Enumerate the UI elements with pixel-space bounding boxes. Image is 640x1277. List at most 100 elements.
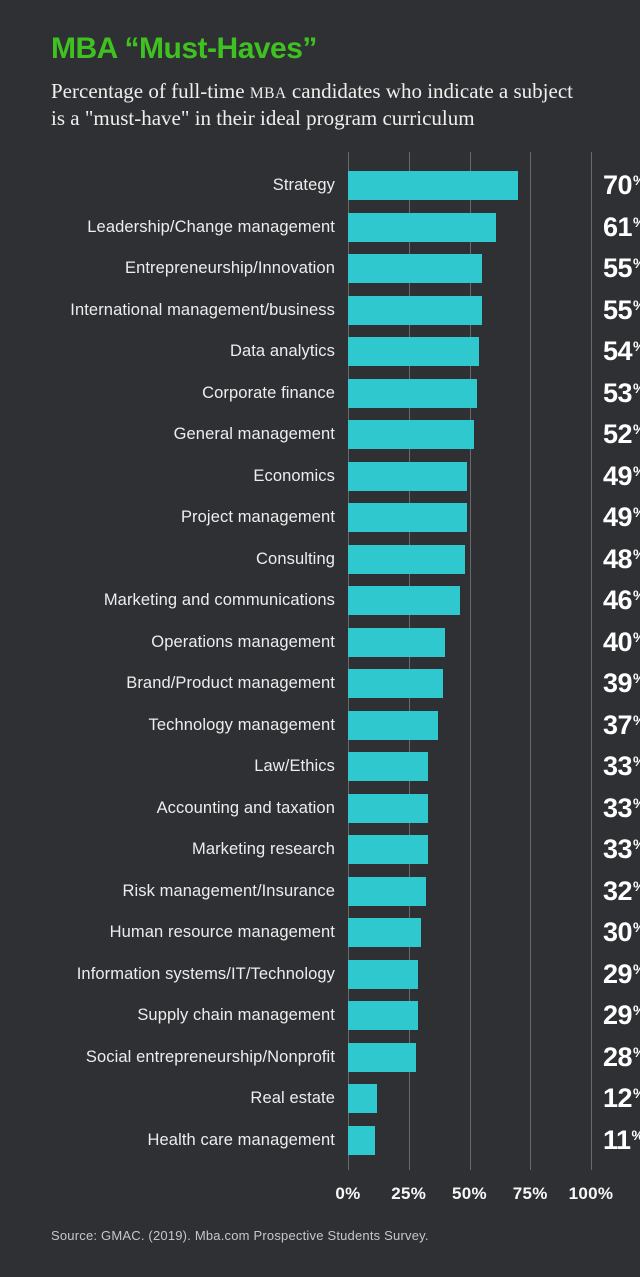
value-label: 54 % <box>603 337 640 366</box>
gridline <box>530 152 532 1170</box>
percent-sign: % <box>633 713 640 727</box>
value-label: 70 % <box>603 171 640 200</box>
bar-track <box>348 420 591 450</box>
bar <box>348 503 468 533</box>
percent-sign: % <box>633 505 640 519</box>
value-label: 37 % <box>603 710 640 740</box>
value-number: 54 <box>603 336 633 367</box>
bar-row: Accounting and taxation 33 % <box>0 788 640 830</box>
value-label: 33 % <box>603 835 640 864</box>
percent-sign: % <box>633 422 640 436</box>
bar-track <box>348 544 591 574</box>
category-label: Strategy <box>272 176 335 195</box>
bar-track <box>348 1042 591 1072</box>
value-number: 46 <box>603 585 633 616</box>
bar-track <box>348 669 591 699</box>
percent-sign: % <box>633 630 640 644</box>
bar-rows: Strategy 70 % Leadership/Change manageme… <box>0 165 640 1161</box>
bar-row: Social entrepreneurship/Nonprofit 28 % <box>0 1037 640 1079</box>
value-number: 49 <box>603 460 633 491</box>
category-label: Data analytics <box>229 342 335 361</box>
bar-row: Law/Ethics 33 % <box>0 746 640 788</box>
chart-subtitle: Percentage of full-time MBA candidates w… <box>51 79 611 130</box>
value-label: 52 % <box>603 420 640 449</box>
source-citation: Source: GMAC. (2019). Mba.com Prospectiv… <box>51 1228 429 1243</box>
value-label: 33 % <box>603 792 640 823</box>
value-label: 33 % <box>603 752 640 781</box>
bar-track <box>348 461 591 491</box>
value-number: 11 <box>603 1124 631 1155</box>
gridline <box>469 152 471 1170</box>
category-label: Marketing and communications <box>103 591 335 610</box>
bar-row: Brand/Product management 39 % <box>0 663 640 705</box>
category-label: General management <box>173 425 335 444</box>
bar <box>348 876 426 906</box>
value-label: 28 % <box>603 1041 640 1072</box>
category-label: International management/business <box>70 300 335 319</box>
bar-row: General management 52 % <box>0 414 640 456</box>
bar <box>348 1001 419 1031</box>
percent-sign: % <box>633 754 640 768</box>
bar <box>348 461 468 491</box>
subtitle-text: is a "must-have" in their ideal program … <box>51 106 475 130</box>
bar-row: Consulting 48 % <box>0 539 640 581</box>
category-label: Risk management/Insurance <box>122 881 335 900</box>
category-label: Economics <box>253 466 335 485</box>
bar-track <box>348 793 591 823</box>
percent-sign: % <box>632 1128 640 1142</box>
bar-row: Health care management 11 % <box>0 1120 640 1162</box>
value-label: 46 % <box>603 586 640 615</box>
bar-row: Marketing and communications 46 % <box>0 580 640 622</box>
value-number: 48 <box>603 543 633 574</box>
subtitle-text: Percentage of full-time <box>51 79 250 103</box>
bar-row: Leadership/Change management 61 % <box>0 207 640 249</box>
value-number: 55 <box>603 253 633 284</box>
bar-row: Data analytics 54 % <box>0 331 640 373</box>
percent-sign: % <box>633 215 640 229</box>
percent-sign: % <box>633 1045 640 1059</box>
subtitle-text: candidates who indicate a subject <box>286 79 573 103</box>
value-number: 28 <box>603 1041 633 1072</box>
bar <box>348 1042 417 1072</box>
bar <box>348 254 482 284</box>
value-label: 11 % <box>603 1124 640 1155</box>
category-label: Law/Ethics <box>254 757 335 776</box>
percent-sign: % <box>633 547 640 561</box>
percent-sign: % <box>633 339 640 353</box>
bar <box>348 544 465 574</box>
category-label: Project management <box>180 508 335 527</box>
value-number: 40 <box>603 626 633 657</box>
x-axis-tick-label: 25% <box>391 1184 427 1203</box>
category-label: Human resource management <box>109 923 335 942</box>
category-label: Leadership/Change management <box>87 217 335 236</box>
value-number: 30 <box>603 917 633 948</box>
bar-track <box>348 212 591 242</box>
bar-track <box>348 171 591 201</box>
bar-track <box>348 1125 591 1155</box>
bar <box>348 420 475 450</box>
percent-sign: % <box>633 962 640 976</box>
bar <box>348 1084 378 1114</box>
percent-sign: % <box>633 920 640 934</box>
category-label: Technology management <box>148 715 335 734</box>
percent-sign: % <box>633 1086 640 1100</box>
percent-sign: % <box>633 588 640 602</box>
value-number: 32 <box>603 875 633 906</box>
value-label: 30 % <box>603 918 640 947</box>
value-number: 33 <box>603 792 633 823</box>
bar-track <box>348 710 591 740</box>
gridline <box>591 152 592 1170</box>
x-axis-tick-label: 50% <box>452 1184 487 1203</box>
bar-row: Strategy 70 % <box>0 165 640 207</box>
category-label: Accounting and taxation <box>156 798 335 817</box>
value-number: 53 <box>603 377 633 408</box>
category-label: Consulting <box>256 549 335 568</box>
bar <box>348 710 438 740</box>
value-label: 29 % <box>603 959 640 989</box>
value-label: 39 % <box>603 669 640 698</box>
category-label: Operations management <box>151 632 335 651</box>
bar-track <box>348 959 591 989</box>
value-label: 32 % <box>603 875 640 906</box>
gridline <box>408 152 410 1170</box>
